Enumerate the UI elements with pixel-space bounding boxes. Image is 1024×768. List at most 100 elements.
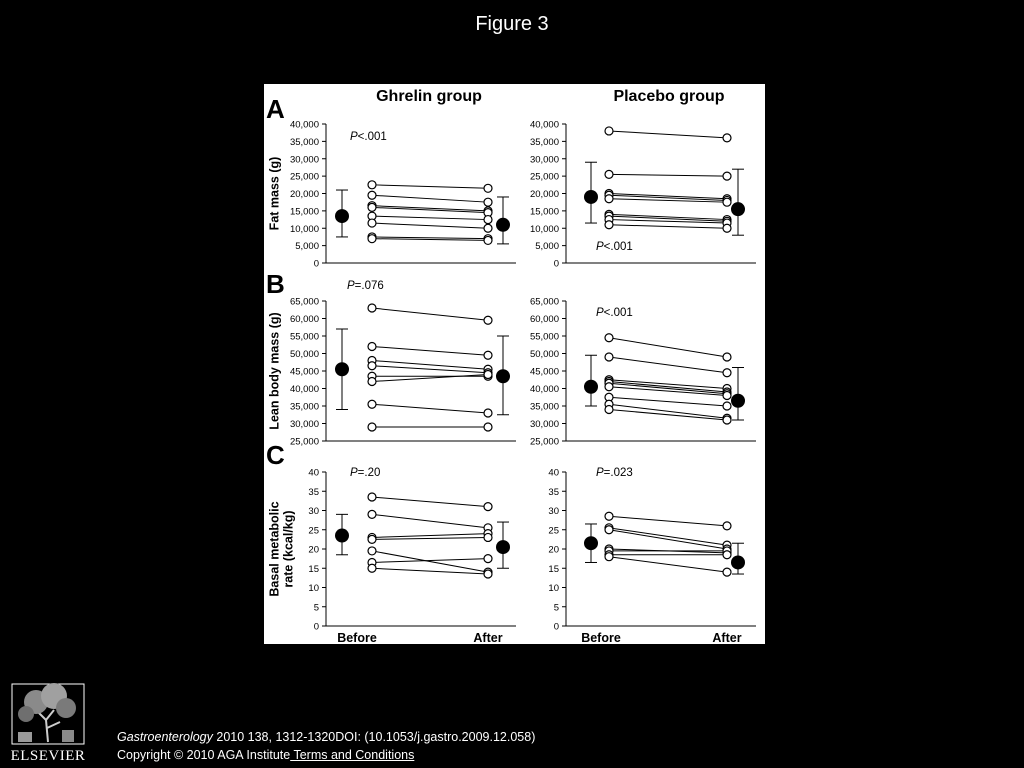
y-tick-label: 5 bbox=[314, 602, 319, 613]
individual-point-before bbox=[367, 492, 377, 502]
p-value-value: <.001 bbox=[604, 241, 633, 253]
individual-point-after bbox=[722, 401, 732, 411]
y-tick-label: 50,000 bbox=[290, 349, 319, 360]
individual-point-before bbox=[604, 511, 614, 521]
copyright: Copyright © 2010 AGA Institute Terms and… bbox=[117, 748, 414, 762]
y-tick-label: 20 bbox=[548, 545, 559, 556]
individual-line bbox=[608, 515, 728, 527]
individual-point-before bbox=[604, 126, 614, 136]
individual-line bbox=[608, 213, 728, 221]
y-tick-label: 40,000 bbox=[530, 384, 559, 395]
subplot-A-0: 0 5,000 10,000 15,000 20,000 25,000 30,000 35,0… bbox=[290, 120, 516, 270]
y-tick-label: 15 bbox=[548, 564, 559, 575]
copyright-text: Copyright © 2010 AGA Institute bbox=[117, 748, 291, 762]
p-value-prefix: P bbox=[596, 307, 604, 319]
individual-point-after bbox=[483, 223, 493, 233]
y-axis-label-C-1: rate (kcal/kg) bbox=[281, 510, 295, 587]
individual-point-after bbox=[722, 550, 732, 560]
y-tick-label: 35 bbox=[548, 487, 559, 498]
mean-after-point bbox=[731, 202, 745, 217]
y-tick-label: 0 bbox=[314, 259, 319, 270]
individual-point-after bbox=[483, 569, 493, 579]
y-tick-label: 25 bbox=[548, 525, 559, 536]
individual-point-after bbox=[483, 532, 493, 543]
individual-line bbox=[371, 194, 489, 203]
y-tick-label: 40 bbox=[548, 468, 559, 479]
y-tick-label: 35,000 bbox=[530, 402, 559, 413]
individual-point-before bbox=[367, 376, 377, 387]
terms-link[interactable]: Terms and Conditions bbox=[290, 748, 415, 762]
individual-point-after bbox=[722, 521, 732, 531]
y-tick-label: 55,000 bbox=[290, 332, 319, 343]
p-value-prefix: P bbox=[347, 280, 355, 292]
individual-line bbox=[608, 215, 728, 222]
y-tick-label: 40,000 bbox=[530, 120, 559, 131]
individual-line bbox=[371, 205, 489, 212]
individual-point-before bbox=[367, 509, 377, 519]
y-axis-label-C-0: Basal metabolic bbox=[267, 501, 281, 596]
individual-line bbox=[608, 193, 728, 200]
individual-point-before bbox=[367, 422, 377, 432]
y-tick-label: 10 bbox=[308, 583, 319, 594]
individual-line bbox=[371, 403, 489, 414]
individual-point-before bbox=[367, 234, 377, 244]
individual-point-after bbox=[722, 133, 732, 143]
individual-point-after bbox=[722, 223, 732, 233]
tree-logo-icon bbox=[11, 683, 85, 745]
p-value-prefix: P bbox=[596, 467, 604, 479]
individual-point-after bbox=[483, 554, 493, 564]
individual-point-after bbox=[722, 567, 732, 577]
mean-after-point bbox=[496, 540, 510, 555]
y-tick-label: 45,000 bbox=[290, 367, 319, 378]
y-tick-label: 20 bbox=[308, 545, 319, 556]
individual-line bbox=[608, 224, 728, 229]
mean-before-point bbox=[584, 189, 598, 204]
individual-point-before bbox=[604, 552, 614, 562]
y-tick-label: 15 bbox=[308, 564, 319, 575]
individual-line bbox=[608, 194, 728, 201]
y-tick-label: 5,000 bbox=[295, 241, 319, 252]
individual-point-after bbox=[722, 171, 732, 181]
mean-before-point bbox=[335, 209, 349, 224]
individual-point-before bbox=[604, 194, 614, 204]
individual-point-after bbox=[483, 235, 493, 246]
mean-before-point bbox=[335, 528, 349, 543]
y-tick-label: 15,000 bbox=[530, 206, 559, 217]
y-tick-label: 30,000 bbox=[530, 419, 559, 430]
y-tick-label: 25,000 bbox=[290, 172, 319, 183]
individual-point-before bbox=[367, 341, 377, 352]
y-tick-label: 35,000 bbox=[290, 402, 319, 413]
x-category-before: Before bbox=[337, 631, 377, 644]
y-tick-label: 30,000 bbox=[290, 419, 319, 430]
individual-point-after bbox=[722, 197, 732, 207]
y-tick-label: 0 bbox=[554, 622, 559, 633]
p-value-label: P=.023 bbox=[596, 467, 633, 479]
individual-point-after bbox=[722, 352, 732, 362]
y-tick-label: 35,000 bbox=[530, 137, 559, 148]
p-value-prefix: P bbox=[596, 241, 604, 253]
p-value-label: P<.001 bbox=[350, 131, 387, 143]
individual-line bbox=[608, 356, 728, 374]
elsevier-logo: ELSEVIER bbox=[8, 680, 88, 766]
y-tick-label: 15,000 bbox=[290, 206, 319, 217]
citation-details: 2010 138, 1312-1320DOI: (10.1053/j.gastr… bbox=[212, 730, 536, 744]
panel-letter-C: C bbox=[266, 440, 285, 470]
individual-point-before bbox=[604, 404, 614, 415]
individual-line bbox=[608, 386, 728, 396]
y-tick-label: 0 bbox=[314, 622, 319, 633]
individual-point-after bbox=[483, 422, 493, 432]
y-tick-label: 25,000 bbox=[290, 437, 319, 448]
y-tick-label: 35,000 bbox=[290, 137, 319, 148]
individual-point-after bbox=[483, 350, 493, 360]
y-tick-label: 0 bbox=[554, 259, 559, 270]
individual-point-after bbox=[483, 502, 493, 512]
individual-line bbox=[371, 365, 489, 374]
figure-panel: Ghrelin group Placebo group A Fat mass (g) 0… bbox=[264, 84, 765, 644]
y-tick-label: 40,000 bbox=[290, 384, 319, 395]
column-header-1: Placebo group bbox=[613, 88, 724, 105]
y-tick-label: 30,000 bbox=[290, 154, 319, 165]
individual-point-before bbox=[604, 352, 614, 362]
individual-line bbox=[371, 536, 489, 540]
mean-after-point bbox=[731, 555, 745, 570]
y-tick-label: 5,000 bbox=[535, 241, 559, 252]
